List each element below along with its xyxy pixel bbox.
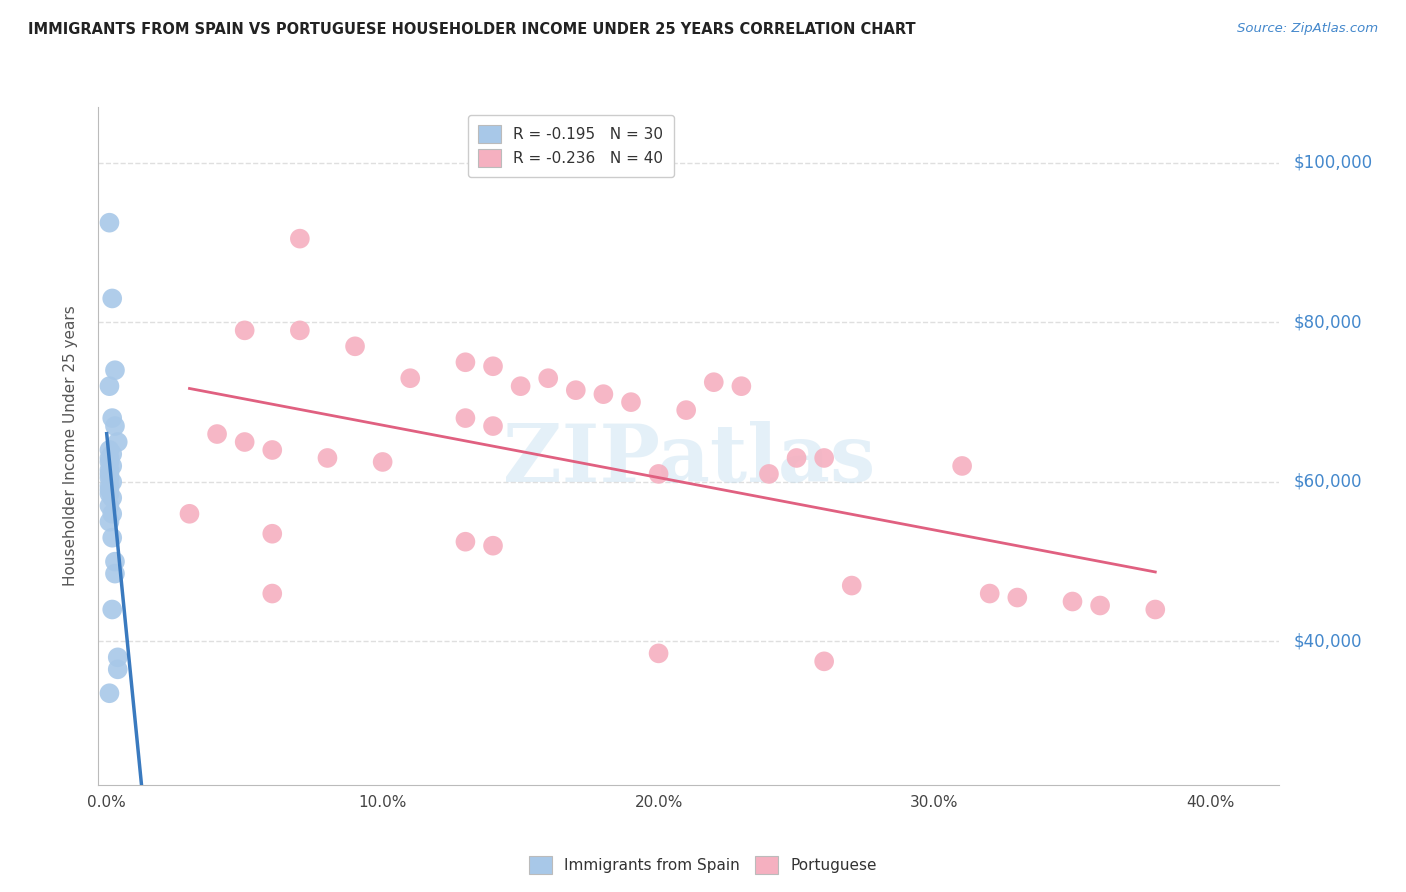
Point [101, 458, 124, 473]
Point [98, 455, 121, 469]
Point [647, 467, 669, 481]
Point [104, 555, 127, 569]
Point [454, 411, 477, 425]
Point [101, 491, 124, 505]
Point [344, 339, 367, 353]
Point [537, 371, 560, 385]
Point [179, 507, 201, 521]
Point [813, 450, 835, 465]
Point [233, 323, 256, 337]
Text: $80,000: $80,000 [1294, 313, 1362, 332]
Point [98, 686, 121, 700]
Point [786, 450, 808, 465]
Text: ZIPatlas: ZIPatlas [503, 420, 875, 499]
Point [647, 646, 669, 660]
Point [813, 654, 835, 668]
Text: $60,000: $60,000 [1294, 473, 1362, 491]
Text: Source: ZipAtlas.com: Source: ZipAtlas.com [1237, 22, 1378, 36]
Point [104, 419, 127, 434]
Point [104, 566, 127, 581]
Point [399, 371, 422, 385]
Point [101, 447, 124, 461]
Point [592, 387, 614, 401]
Point [316, 450, 339, 465]
Point [233, 435, 256, 450]
Point [107, 662, 129, 676]
Point [98, 515, 121, 529]
Legend: Immigrants from Spain, Portuguese: Immigrants from Spain, Portuguese [523, 850, 883, 880]
Point [288, 323, 311, 337]
Point [98, 487, 121, 501]
Text: $40,000: $40,000 [1294, 632, 1362, 650]
Point [107, 435, 129, 450]
Point [288, 232, 311, 246]
Point [98, 450, 121, 465]
Point [482, 359, 505, 374]
Point [758, 467, 780, 481]
Point [262, 442, 284, 457]
Point [98, 479, 121, 493]
Point [107, 650, 129, 665]
Point [1088, 599, 1111, 613]
Point [482, 419, 505, 434]
Point [104, 363, 127, 377]
Point [262, 526, 284, 541]
Point [454, 534, 477, 549]
Point [101, 411, 124, 425]
Point [98, 216, 121, 230]
Point [101, 602, 124, 616]
Point [703, 375, 725, 389]
Point [979, 586, 1001, 600]
Point [1007, 591, 1029, 605]
Point [371, 455, 394, 469]
Point [101, 531, 124, 545]
Point [98, 463, 121, 477]
Point [675, 403, 697, 417]
Point [98, 499, 121, 513]
Point [98, 467, 121, 481]
Y-axis label: Householder Income Under 25 years: Householder Income Under 25 years [63, 306, 77, 586]
Point [98, 483, 121, 497]
Point [98, 471, 121, 485]
Point [1062, 594, 1084, 608]
Text: $100,000: $100,000 [1294, 153, 1372, 172]
Text: IMMIGRANTS FROM SPAIN VS PORTUGUESE HOUSEHOLDER INCOME UNDER 25 YEARS CORRELATIO: IMMIGRANTS FROM SPAIN VS PORTUGUESE HOUS… [28, 22, 915, 37]
Legend: R = -0.195   N = 30, R = -0.236   N = 40: R = -0.195 N = 30, R = -0.236 N = 40 [468, 115, 673, 178]
Point [101, 292, 124, 306]
Point [205, 427, 228, 442]
Point [1144, 602, 1167, 616]
Point [262, 586, 284, 600]
Point [101, 475, 124, 489]
Point [101, 507, 124, 521]
Point [620, 395, 643, 409]
Point [482, 539, 505, 553]
Point [950, 458, 973, 473]
Point [98, 379, 121, 393]
Point [509, 379, 531, 393]
Point [565, 383, 588, 397]
Point [730, 379, 752, 393]
Point [841, 578, 863, 592]
Point [454, 355, 477, 369]
Point [98, 442, 121, 457]
